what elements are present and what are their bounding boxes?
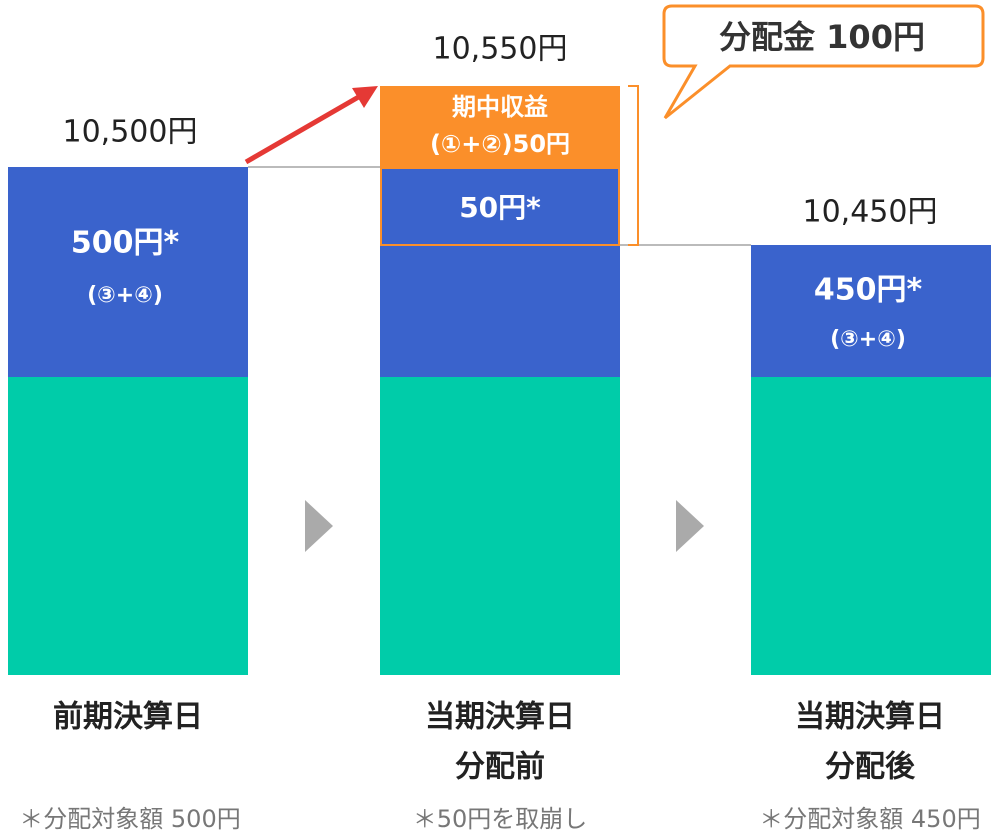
arrow	[244, 92, 364, 165]
segment-label: 50円*	[459, 191, 541, 224]
column-label: 前期決算日	[53, 700, 203, 735]
footnote: ＊50円を取崩し	[413, 805, 588, 833]
segment-blue	[8, 167, 248, 377]
segment-label: 450円*	[814, 273, 923, 308]
callout-box	[662, 4, 985, 120]
column-label: 分配後	[825, 750, 916, 785]
total: 10,500円	[63, 115, 198, 150]
step-arrow	[676, 500, 704, 552]
income-title: 期中収益	[452, 93, 548, 121]
segment-label: 500円*	[71, 226, 180, 261]
income-segment	[380, 86, 620, 167]
column-label: 分配前	[455, 750, 545, 785]
segment-blue	[380, 167, 620, 377]
segment-outline	[380, 167, 620, 246]
callout-text: 分配金 100円	[719, 18, 925, 56]
segment-note: (③+④)	[87, 283, 163, 308]
segment-green	[8, 377, 248, 675]
segment-green	[380, 377, 620, 675]
arrow-head	[352, 86, 378, 108]
bracket	[628, 85, 639, 246]
income-detail: (①+②)50円	[430, 130, 570, 158]
segment-blue	[751, 245, 991, 377]
segment-green	[751, 377, 991, 675]
step-arrow	[305, 500, 333, 552]
column-label: 当期決算日	[425, 700, 575, 735]
segment-note: (③+④)	[830, 327, 906, 352]
footnote: ＊分配対象額 500円	[19, 805, 240, 833]
total: 10,550円	[433, 32, 568, 67]
footnote: ＊分配対象額 450円	[759, 805, 980, 833]
total: 10,450円	[803, 195, 938, 230]
column-label: 当期決算日	[795, 700, 945, 735]
